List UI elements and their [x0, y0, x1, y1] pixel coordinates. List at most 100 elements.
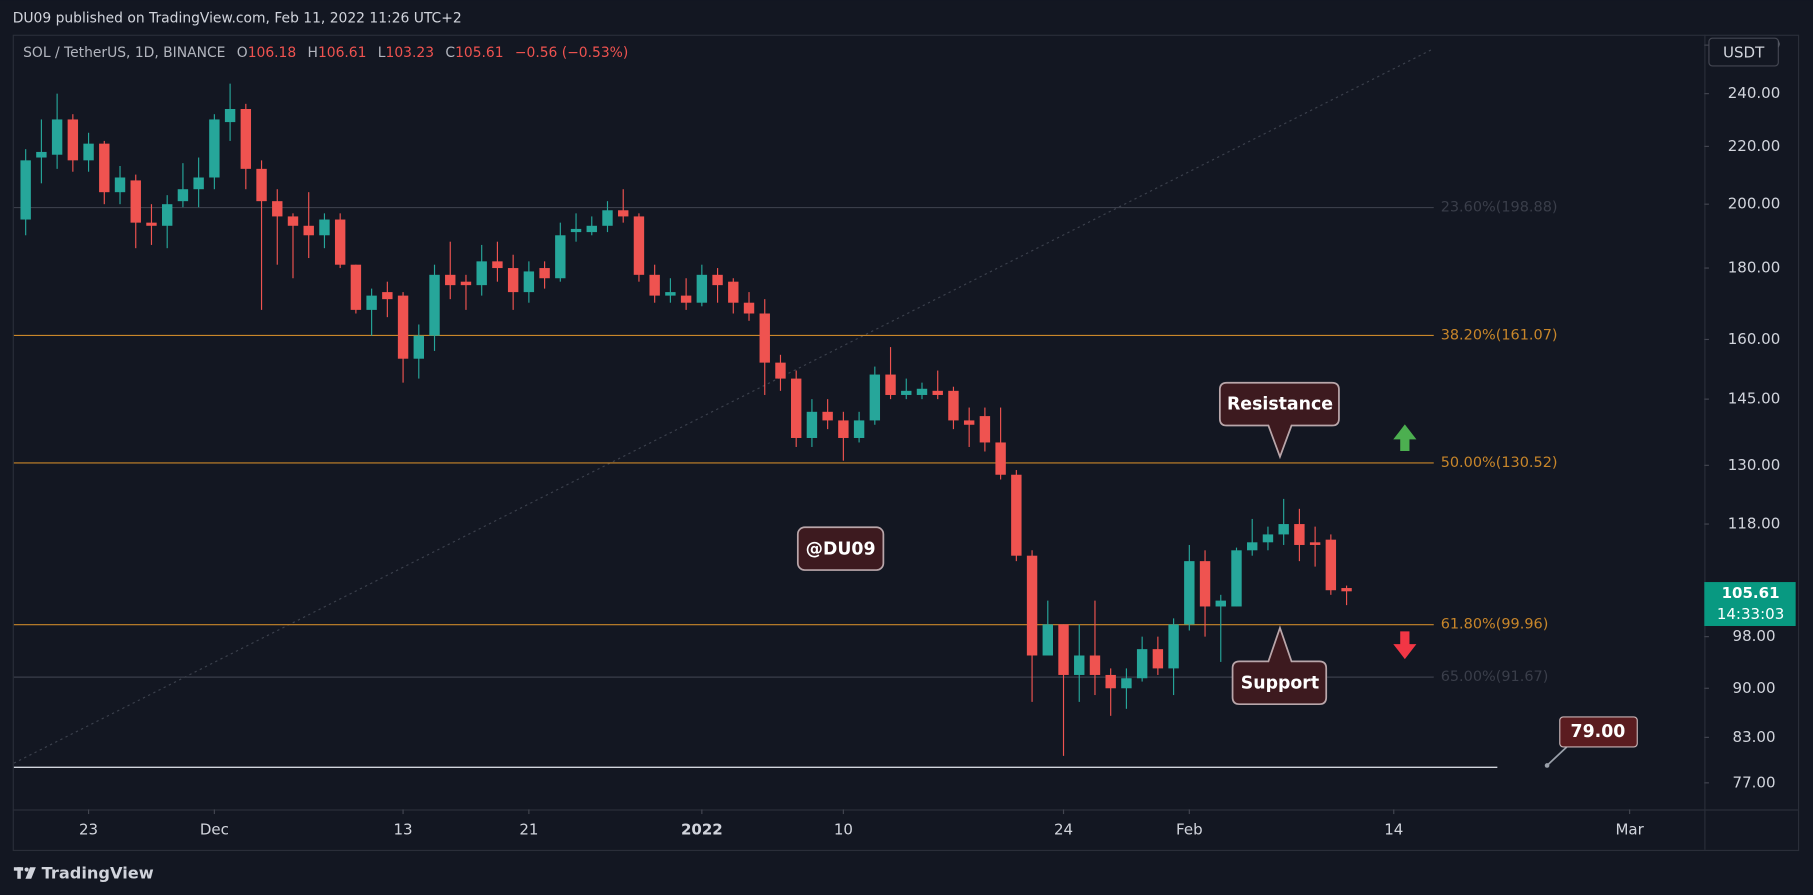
- candle-body: [209, 119, 220, 178]
- candle-body: [728, 281, 739, 303]
- fib-label: 50.00%(130.52): [1441, 455, 1558, 471]
- candle-body: [1247, 542, 1258, 551]
- candle-body: [1199, 561, 1211, 607]
- change: −0.56 (−0.53%): [515, 45, 628, 61]
- candle-body: [83, 143, 94, 161]
- candle-body: [1278, 524, 1289, 535]
- candle-body: [287, 216, 299, 226]
- candle-body: [350, 264, 362, 310]
- h-label: H: [308, 45, 318, 61]
- candle-body: [1184, 561, 1195, 625]
- candle-body: [633, 216, 645, 275]
- candle-body: [67, 119, 79, 161]
- l-value: 103.23: [386, 45, 435, 61]
- logo-part: [25, 867, 36, 879]
- candle-body: [523, 271, 535, 293]
- down-arrow: [1393, 631, 1417, 660]
- candle-body: [963, 420, 975, 425]
- candle-body: [570, 228, 582, 233]
- x-tick-label: 21: [519, 821, 538, 839]
- candle-body: [822, 411, 833, 421]
- candle-body: [916, 388, 928, 395]
- x-tick-label: Feb: [1176, 821, 1203, 839]
- last-price-box: [1704, 582, 1796, 626]
- candle-body: [665, 292, 676, 296]
- candle-body: [303, 225, 314, 236]
- x-tick-label: 10: [834, 821, 853, 839]
- candle-body: [995, 442, 1006, 475]
- watermark: @DU09: [806, 539, 876, 559]
- x-tick-label: Mar: [1615, 821, 1644, 839]
- currency: USDT: [1723, 44, 1765, 62]
- candle-body: [1042, 624, 1053, 656]
- fib-label: 23.60%(198.88): [1441, 200, 1558, 216]
- plot: 23.60%(198.88) 38.20%(161.07) 50.00%(130.5…: [13, 83, 1558, 768]
- candle-body: [1136, 649, 1148, 679]
- logo-part: [24, 867, 29, 872]
- candle-body: [759, 313, 770, 363]
- target-label: 79.00: [1571, 722, 1626, 742]
- candle-body: [1262, 534, 1274, 543]
- candle-body: [1309, 542, 1321, 545]
- candle-body: [649, 274, 660, 296]
- trend-line: [13, 48, 1435, 764]
- candle-body: [1058, 624, 1069, 675]
- candle-body: [130, 180, 141, 223]
- candle-body: [712, 274, 723, 286]
- y-tick-label: 130.00: [1728, 456, 1781, 474]
- resistance-callout: [1218, 381, 1340, 460]
- legend: SOL / TetherUS, 1D, BINANCE O106.18 H106…: [23, 45, 628, 61]
- y-tick-label: 145.00: [1728, 390, 1781, 408]
- candle-body: [1121, 678, 1132, 689]
- candle-body: [539, 268, 550, 279]
- candle-body: [869, 374, 881, 421]
- candle-body: [146, 222, 157, 226]
- candle-body: [1074, 655, 1085, 675]
- y-tick-label: 77.00: [1733, 773, 1776, 791]
- candle-body: [397, 295, 409, 359]
- candle-body: [1231, 550, 1242, 607]
- target-box: [1559, 716, 1638, 748]
- candle-body: [1105, 674, 1116, 689]
- candle-body: [366, 295, 377, 310]
- overlay: SOL / TetherUS, 1D, BINANCE O106.18 H106…: [13, 37, 1796, 883]
- candle-body: [382, 292, 393, 300]
- x-tick-label: 14: [1384, 821, 1403, 839]
- y-tick-label: 180.00: [1728, 259, 1781, 277]
- y-tick-label: 118.00: [1728, 515, 1781, 533]
- candle-body: [99, 143, 110, 193]
- currency-box[interactable]: [1708, 37, 1779, 67]
- y-tick-label: 98.00: [1733, 627, 1776, 645]
- x-tick-label: 23: [79, 821, 98, 839]
- candle-body: [224, 108, 236, 123]
- candle-body: [1215, 600, 1226, 607]
- candle-body: [36, 151, 47, 158]
- candle-body: [1325, 539, 1337, 591]
- candle-body: [885, 374, 896, 395]
- x-tick-label: 2022: [681, 821, 723, 839]
- candle-body: [413, 335, 424, 359]
- candle-body: [334, 219, 346, 265]
- watermark-box: [796, 526, 885, 571]
- candle-body: [460, 281, 472, 286]
- target-pointer: [1546, 746, 1568, 767]
- candle-body: [586, 225, 597, 233]
- candle-body: [680, 295, 692, 303]
- support-label: Support: [1241, 673, 1319, 693]
- candle-body: [1341, 588, 1352, 592]
- candle-body: [1089, 655, 1101, 675]
- candle-body: [177, 189, 189, 202]
- y-tick-label: 240.00: [1728, 84, 1781, 102]
- candle-body: [114, 177, 126, 193]
- candle-body: [507, 268, 519, 293]
- logo: [13, 867, 36, 879]
- candle-body: [429, 274, 440, 336]
- candle-body: [161, 204, 173, 226]
- candle-body: [492, 261, 503, 269]
- candle-body: [932, 390, 943, 395]
- last-price: 105.61: [1722, 584, 1780, 602]
- y-tick-label: 220.00: [1728, 137, 1781, 155]
- y-tick-label: 200.00: [1728, 195, 1781, 213]
- target-pointer-dot: [1544, 763, 1550, 768]
